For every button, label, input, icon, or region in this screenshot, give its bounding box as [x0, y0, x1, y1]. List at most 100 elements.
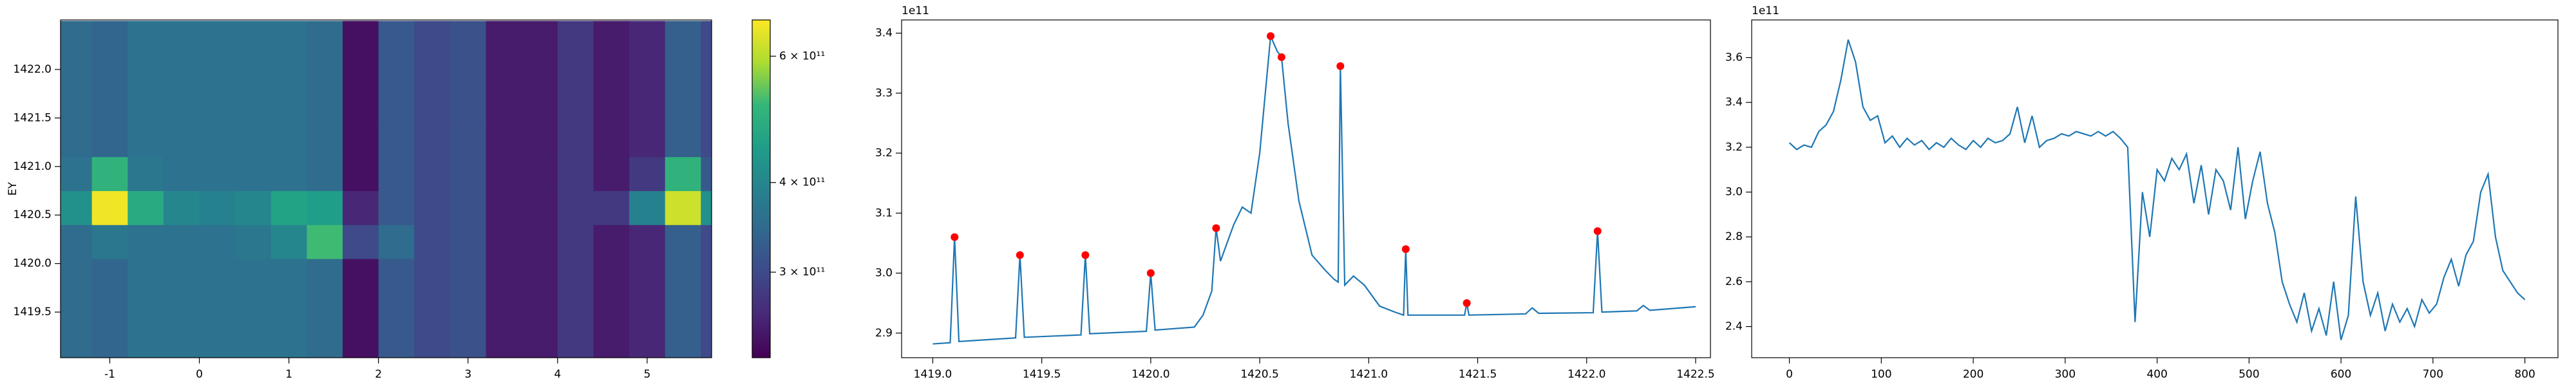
heatmap-cell [665, 156, 701, 192]
heatmap-cell [270, 190, 307, 225]
heatmap-cell [450, 190, 487, 225]
heatmap-cell [307, 89, 343, 124]
heatmap-cell [486, 326, 522, 358]
heatmap-cell [199, 55, 236, 89]
x-tick-label: 300 [2055, 368, 2076, 381]
heatmap-cell [557, 190, 594, 225]
heatmap-cell [270, 292, 307, 327]
heatmap-cell [665, 55, 701, 89]
heatmap-cell [235, 292, 272, 327]
y-tick-label: 2.4 [1725, 320, 1743, 333]
offset-label: 1e11 [1752, 5, 1779, 17]
heatmap-cell [701, 55, 712, 89]
y-tick-label: 3.0 [1725, 186, 1743, 199]
heatmap-cell [522, 21, 558, 55]
heatmap-cell [378, 89, 415, 124]
heatmap-cell [557, 225, 594, 259]
heatmap-cell [629, 190, 666, 225]
y-tick-label: 1422.0 [14, 63, 52, 76]
heatmap-cell [557, 89, 594, 124]
heatmap-cell [307, 259, 343, 293]
heatmap-cell [270, 259, 307, 293]
heatmap-cell [163, 21, 200, 55]
x-tick-label: 1422.5 [1676, 368, 1714, 381]
peak-marker [1212, 224, 1220, 232]
heatmap-cell [343, 190, 379, 225]
y-tick-label: 2.8 [1725, 230, 1743, 243]
heatmap-cell [307, 122, 343, 158]
x-tick-label: 1419.0 [914, 368, 952, 381]
y-tick-label: 1420.0 [14, 257, 52, 270]
colorbar [752, 19, 771, 358]
x-tick-label: 3 [464, 368, 471, 381]
heatmap-cell [522, 292, 558, 327]
heatmap-cell [665, 89, 701, 124]
peak-marker [1336, 62, 1345, 70]
heatmap-cell [307, 225, 343, 259]
heatmap-cell [378, 55, 415, 89]
heatmap-cell [343, 259, 379, 293]
heatmap-cell [307, 156, 343, 192]
heatmap-cell [91, 326, 128, 358]
heatmap-cell [378, 156, 415, 192]
heatmap-cell [307, 292, 343, 327]
x-tick-label: 800 [2514, 368, 2535, 381]
heatmap-cell [163, 156, 200, 192]
heatmap-cell [522, 225, 558, 259]
heatmap-cell [557, 55, 594, 89]
heatmap-cell [414, 21, 451, 55]
heatmap-cell [199, 190, 236, 225]
y-tick-label: 1420.5 [14, 208, 52, 221]
heatmap-cell [270, 156, 307, 192]
heatmap-cell [199, 326, 236, 358]
peak-marker [1267, 32, 1275, 41]
heatmap-cell [450, 156, 487, 192]
heatmap-cell [486, 190, 522, 225]
heatmap-cell [378, 225, 415, 259]
heatmap-cell [235, 225, 272, 259]
heatmap-cell [414, 225, 451, 259]
heatmap-cell [61, 292, 93, 327]
y-tick-label: 2.6 [1725, 275, 1743, 288]
heatmap-cell [665, 225, 701, 259]
x-tick-label: 4 [554, 368, 561, 381]
heatmap-cell [629, 156, 666, 192]
heatmap-cell [557, 292, 594, 327]
heatmap-cell [270, 225, 307, 259]
y-tick-label: 1419.5 [14, 306, 52, 318]
heatmap-cell [450, 55, 487, 89]
heatmap-cell [235, 21, 272, 55]
heatmap-cell [163, 326, 200, 358]
heatmap-cell [522, 190, 558, 225]
colorbar-tick-label: 3 × 10¹¹ [779, 266, 825, 279]
heatmap-cell [378, 122, 415, 158]
x-tick-label: 1421.0 [1350, 368, 1388, 381]
heatmap-cell [91, 292, 128, 327]
peak-marker [1277, 53, 1285, 61]
heatmap-cell [557, 259, 594, 293]
x-tick-label: 1422.0 [1567, 368, 1605, 381]
heatmap-cell [61, 259, 93, 293]
heatmap-cell [522, 122, 558, 158]
heatmap-cell [163, 190, 200, 225]
heatmap-cell [486, 225, 522, 259]
heatmap-cell [414, 55, 451, 89]
heatmap-cell [414, 156, 451, 192]
heatmap-cell [701, 259, 712, 293]
heatmap-cell [414, 259, 451, 293]
heatmap-cell [128, 326, 164, 358]
colorbar-tick-label: 6 × 10¹¹ [779, 50, 825, 62]
x-tick-label: 1420.5 [1240, 368, 1278, 381]
y-axis-label: EY [6, 181, 19, 196]
data-line [1788, 39, 2526, 340]
heatmap-cell [199, 156, 236, 192]
x-tick-label: 100 [1871, 368, 1891, 381]
heatmap-cell [235, 326, 272, 358]
heatmap-cell [378, 292, 415, 327]
heatmap-cell [414, 89, 451, 124]
heatmap-cell [593, 225, 630, 259]
heatmap-cell [307, 326, 343, 358]
heatmap-cell [343, 89, 379, 124]
heatmap-cell [91, 89, 128, 124]
